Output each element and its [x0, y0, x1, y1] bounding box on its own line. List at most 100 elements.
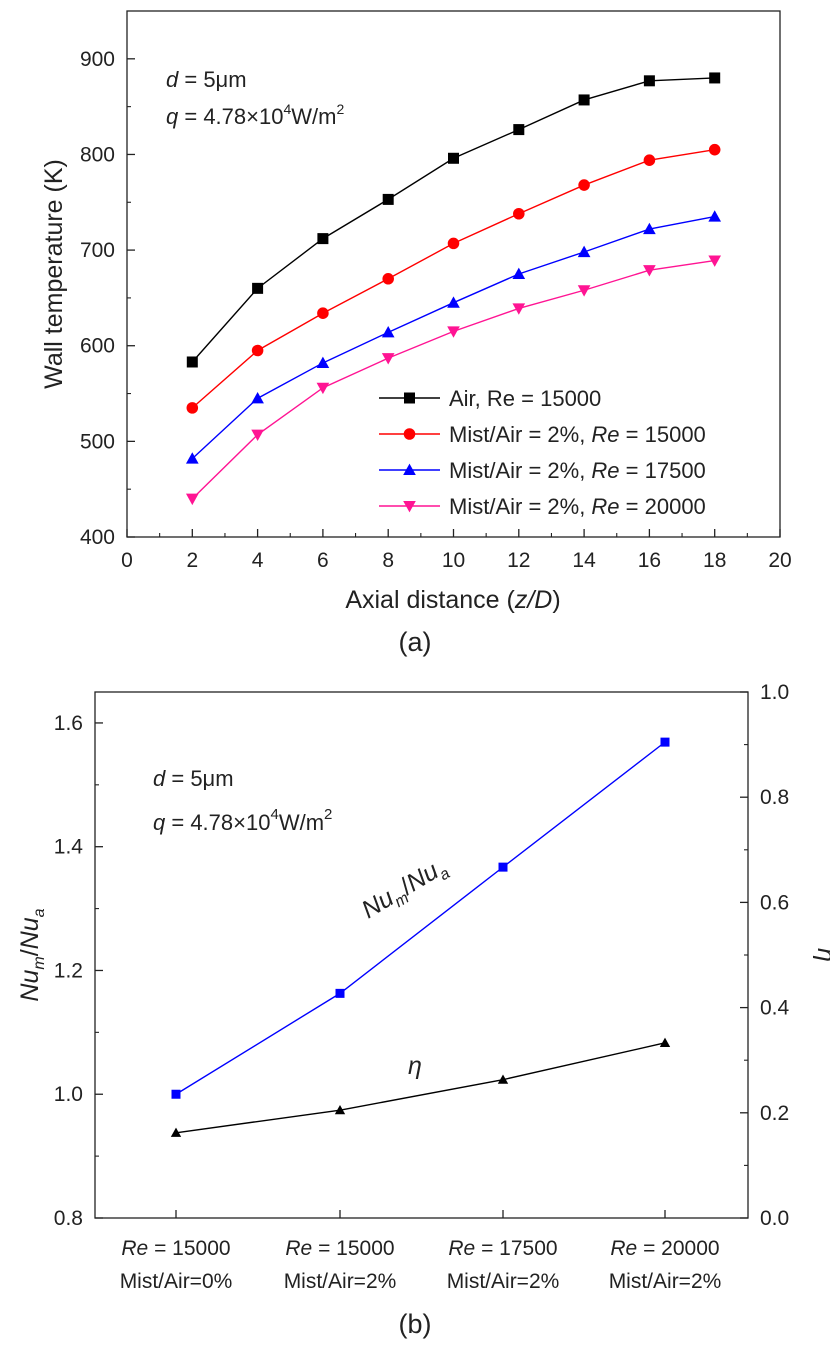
chart-b-annotation-line1: d = 5μm [153, 766, 234, 791]
legend-1-italic: Re [591, 422, 619, 447]
legend-0-marker [404, 392, 415, 404]
y-right-tick-label: 1.0 [760, 681, 789, 704]
chart-a-annotation-line1: d = 5μm [166, 67, 247, 92]
chart-a: 0 2 4 6 8 10 12 14 16 18 20 400 500 600 700 800 900 d =… [40, 10, 792, 657]
series-0-point [317, 233, 329, 245]
series-3-point [381, 353, 395, 365]
chart-b-y-axis-left: 0.8 1.0 1.2 1.4 1.6 [54, 712, 103, 1230]
series-2-point [512, 267, 526, 280]
x-tick-label: 12 [507, 549, 530, 572]
y-left-tick-label: 1.0 [54, 1083, 83, 1106]
x-category-italic: Re [285, 1237, 312, 1260]
y-tick-label: 700 [80, 239, 115, 262]
chart-a-x-axis: 0 2 4 6 8 10 12 14 16 18 20 [121, 529, 792, 572]
series-0-point [660, 737, 670, 747]
y-tick-label: 800 [80, 143, 115, 166]
x-tick-label: 20 [768, 549, 791, 572]
series-2-point [185, 452, 199, 464]
x-tick-label: 14 [572, 549, 596, 572]
y-left-tick-label: 1.6 [54, 712, 83, 735]
series-0-point [513, 124, 525, 136]
legend-0-label: Air, Re = 15000 [449, 386, 601, 411]
chart-a-y-axis: 400 500 600 700 800 900 [80, 48, 135, 549]
y-right-tick-label: 0.4 [760, 997, 790, 1020]
series-0-point [382, 193, 394, 205]
x-tick-label: 6 [317, 549, 329, 572]
series-1-point [513, 207, 525, 220]
legend-2-tail: = 17500 [620, 458, 706, 483]
legend-3-text: Mist/Air = 2%, [449, 494, 591, 519]
series-1-point [334, 1104, 346, 1115]
chart-a-y-label: Wall temperature (K) [40, 159, 68, 389]
chart-a-legend: Air, Re = 15000 Mist/Air = 2%, Re = 15000… [379, 386, 706, 519]
x-category-value: = 15000 [312, 1237, 394, 1260]
series-3-point [577, 285, 591, 297]
legend-2-label: Mist/Air = 2%, Re = 17500 [449, 458, 706, 483]
series-1-point [659, 1037, 671, 1047]
x-category-value: = 17500 [475, 1237, 557, 1260]
series-0-point [643, 75, 655, 87]
y-right-tick-label: 0.6 [760, 891, 789, 914]
legend-1-tail: = 15000 [620, 422, 706, 447]
x-tick-label: 0 [121, 549, 133, 572]
series-1-point [186, 402, 199, 414]
legend-3-marker [403, 500, 416, 513]
y-right-tick-label: 0.8 [760, 786, 789, 809]
y-tick-label: 900 [80, 48, 115, 71]
series-1-point [317, 307, 329, 319]
series-0-point [252, 282, 264, 294]
series-2-point [643, 222, 656, 235]
series-0-point [171, 1089, 181, 1099]
x-category-value: = 20000 [637, 1237, 719, 1260]
series-2-point [447, 296, 460, 308]
chart-b-y-label-left: Num/Nua [16, 908, 48, 1001]
series-1-point [643, 154, 656, 166]
series-3-point [643, 265, 656, 277]
series-1-point [447, 237, 460, 250]
legend-2-marker [403, 463, 416, 476]
y-tick-label: 600 [80, 335, 115, 358]
x-category-line1: Re = 17500 [448, 1237, 557, 1260]
series-0-point [578, 94, 590, 106]
x-tick-label: 2 [186, 549, 198, 572]
series-0-point [448, 152, 459, 164]
series-2-point [577, 245, 591, 258]
chart-a-annotation-line2: q = 4.78×104W/m2 [166, 101, 344, 129]
x-category-line2: Mist/Air=2% [447, 1270, 560, 1293]
y-tick-label: 400 [80, 526, 115, 549]
series-3-point [251, 429, 264, 441]
chart-b-series [170, 737, 671, 1137]
legend-1-text: Mist/Air = 2%, [449, 422, 591, 447]
series-1-point [170, 1127, 182, 1137]
legend-3-tail: = 20000 [620, 494, 706, 519]
legend-2-text: Mist/Air = 2%, [449, 458, 591, 483]
chart-b-y-axis-right: 0.0 0.2 0.4 0.6 0.8 1.0 [740, 681, 790, 1230]
series-0-line [175, 741, 666, 1095]
y-left-tick-label: 1.2 [54, 959, 83, 982]
chart-b-y-label-right: η [812, 948, 830, 962]
chart-a-panel-label: (a) [399, 627, 432, 657]
x-category-value: = 15000 [148, 1237, 230, 1260]
x-category-line1: Re = 20000 [610, 1237, 719, 1260]
series-1-point [497, 1074, 509, 1084]
series-1-point [708, 143, 721, 156]
x-category-line1: Re = 15000 [285, 1237, 394, 1260]
series-3-point [512, 303, 526, 315]
legend-3-label: Mist/Air = 2%, Re = 20000 [449, 494, 706, 519]
x-category-italic: Re [448, 1237, 475, 1260]
series-3-point [185, 493, 199, 506]
series-3-point [316, 382, 330, 395]
series-3-point [708, 255, 722, 267]
x-category-line1: Re = 15000 [121, 1237, 230, 1260]
series-2-point [251, 392, 264, 404]
x-tick-label: 4 [252, 549, 264, 572]
chart-b-series-label-eta: η [408, 1052, 422, 1080]
x-tick-label: 8 [382, 549, 394, 572]
chart-b-x-axis: Re = 15000 Mist/Air=0% Re = 15000 Mist/Air=… [120, 1210, 721, 1293]
x-category-line2: Mist/Air=0% [120, 1270, 233, 1293]
chart-b-annotation-line2: q = 4.78×104W/m2 [153, 806, 332, 835]
series-2-point [316, 356, 330, 369]
series-2-point [381, 326, 395, 338]
series-0-point [335, 988, 345, 998]
